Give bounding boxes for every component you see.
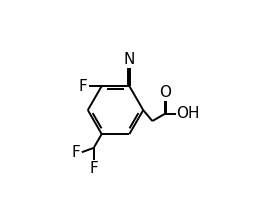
Text: O: O xyxy=(159,85,172,100)
Text: F: F xyxy=(72,145,80,160)
Text: F: F xyxy=(89,161,98,176)
Text: N: N xyxy=(124,52,135,67)
Text: F: F xyxy=(79,79,88,94)
Text: OH: OH xyxy=(176,106,200,121)
